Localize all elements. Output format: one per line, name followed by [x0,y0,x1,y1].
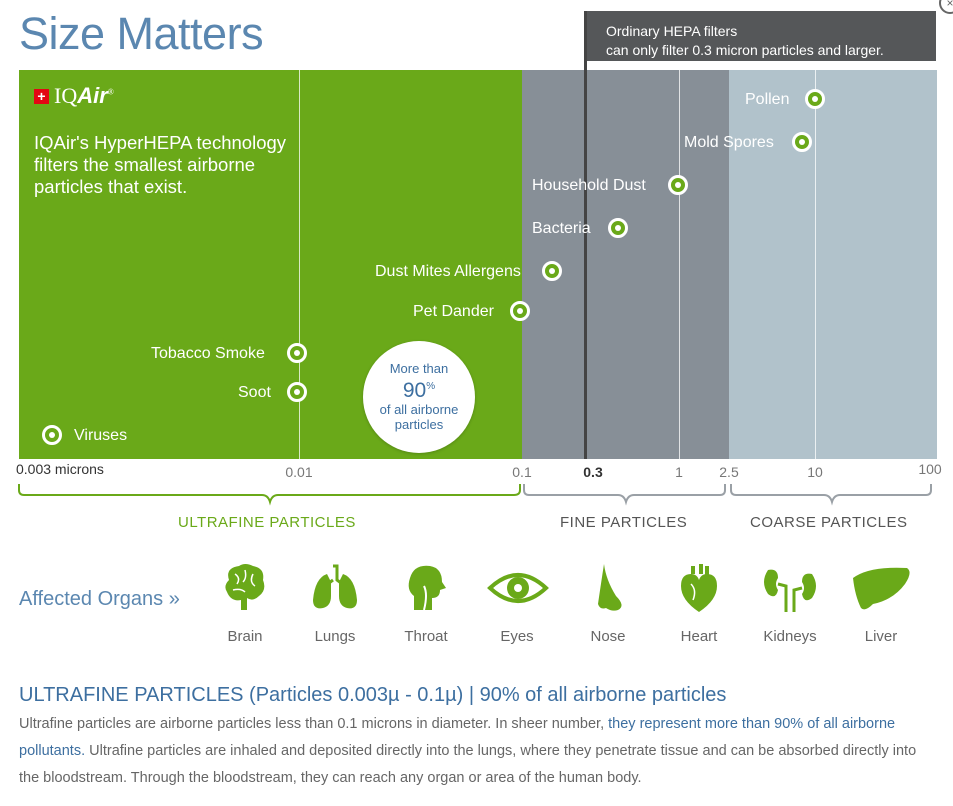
coarse-range-label: COARSE PARTICLES [750,514,908,531]
organ-label-kidneys: Kidneys [763,628,817,645]
ninety-percent-bubble: More than 90% of all airborne particles [363,341,475,453]
lungs-icon[interactable] [300,560,370,616]
page-title: Size Matters [19,8,264,59]
tick-label: 0.3 [583,464,603,480]
mold-spores-label: Mold Spores [684,134,774,151]
organ-label-heart: Heart [680,628,718,645]
liver-icon[interactable] [846,560,916,616]
tick-label: 0.003 microns [16,461,104,477]
eye-icon[interactable] [483,560,553,616]
section-body: Ultrafine particles are airborne particl… [19,716,917,786]
soot-label: Soot [238,384,271,401]
tick-label: 100 [918,461,942,477]
tick-label: 0.1 [512,464,532,480]
organ-label-liver: Liver [864,628,898,645]
dust-mites-label: Dust Mites Allergens [375,263,521,280]
bacteria-label: Bacteria [532,220,591,237]
ultrafine-range-label: ULTRAFINE PARTICLES [178,514,356,531]
range-braces [18,484,932,506]
organ-label-nose: Nose [590,628,626,645]
tobacco-smoke-marker[interactable] [287,343,307,363]
intro-text: IQAir's HyperHEPA technology filters the… [34,132,287,197]
mold-spores-marker[interactable] [792,132,812,152]
pollen-marker[interactable] [805,89,825,109]
household-dust-label: Household Dust [532,177,646,194]
fine-range-label: FINE PARTICLES [560,514,688,531]
tobacco-smoke-label: Tobacco Smoke [151,345,265,362]
dust-mites-marker[interactable] [542,261,562,281]
heart-icon[interactable] [664,560,734,616]
organ-label-throat: Throat [404,628,448,645]
throat-icon[interactable] [391,560,461,616]
iqair-logo: + IQAir® [34,83,114,109]
coarse-band [729,70,937,459]
viruses-label: Viruses [74,427,128,444]
highlight-link[interactable]: they represent more than 90% of all airb… [19,716,896,759]
gridline-10 [815,70,816,459]
brain-icon[interactable] [210,560,280,616]
pet-dander-label: Pet Dander [413,303,494,320]
coarse-brace [730,484,932,506]
organ-label-lungs: Lungs [314,628,356,645]
fine-brace [523,484,726,506]
affected-organs-link[interactable]: Affected Organs » [19,588,180,610]
nose-icon[interactable] [573,560,643,616]
soot-marker[interactable] [287,382,307,402]
household-dust-marker[interactable] [668,175,688,195]
hepa-note-line1: Ordinary HEPA filters [606,23,738,39]
pet-dander-marker[interactable] [510,301,530,321]
tick-label: 1 [675,464,683,480]
gridline-1 [679,70,680,459]
section-title: ULTRAFINE PARTICLES (Particles 0.003µ - … [19,684,727,706]
viruses-marker[interactable] [42,425,62,445]
tick-label: 0.01 [285,464,313,480]
organ-label-eyes: Eyes [500,628,534,645]
logo-text: IQAir® [54,83,114,108]
bubble-line2: of all airborne [379,402,459,417]
bubble-line1: More than [389,361,449,376]
ultrafine-brace [18,484,521,506]
tick-label: 10 [807,464,823,480]
bubble-line3: particles [394,417,444,432]
tick-label: 2.5 [719,464,739,480]
gridline-0-01 [299,70,300,459]
pollen-label: Pollen [745,91,790,108]
hepa-threshold-line [584,11,587,459]
close-button[interactable]: × [939,0,953,14]
organ-label-brain: Brain [227,628,263,645]
kidneys-icon[interactable] [755,560,825,616]
bubble-value: 90% [402,379,436,402]
swiss-cross-icon: + [34,88,49,104]
hepa-note: Ordinary HEPA filters can only filter 0.… [586,11,936,61]
hepa-note-line2: can only filter 0.3 micron particles and… [606,42,884,58]
bacteria-marker[interactable] [608,218,628,238]
